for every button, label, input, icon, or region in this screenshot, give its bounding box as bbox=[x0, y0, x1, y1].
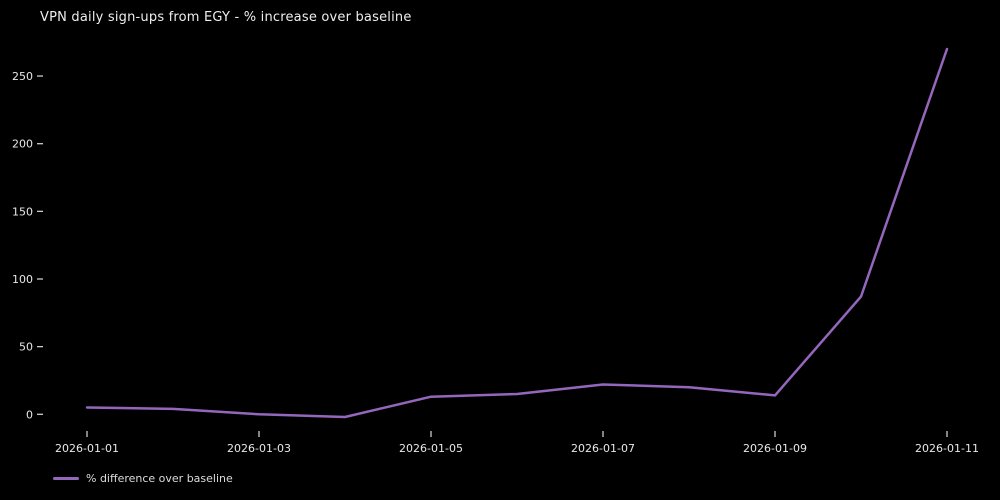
x-tick-label: 2026-01-07 bbox=[571, 442, 635, 455]
x-tick-label: 2026-01-11 bbox=[915, 442, 979, 455]
y-tick-label: 100 bbox=[12, 273, 33, 286]
x-tick-label: 2026-01-01 bbox=[55, 442, 119, 455]
legend: % difference over baseline bbox=[53, 470, 233, 486]
y-tick-label: 150 bbox=[12, 205, 33, 218]
x-tick-label: 2026-01-05 bbox=[399, 442, 463, 455]
y-tick-label: 0 bbox=[26, 408, 33, 421]
y-tick-label: 50 bbox=[19, 341, 33, 354]
y-tick-label: 250 bbox=[12, 70, 33, 83]
chart-title: VPN daily sign-ups from EGY - % increase… bbox=[40, 10, 412, 25]
x-tick-label: 2026-01-09 bbox=[743, 442, 807, 455]
legend-line-swatch bbox=[53, 476, 79, 480]
x-tick-label: 2026-01-03 bbox=[227, 442, 291, 455]
legend-label: % difference over baseline bbox=[86, 471, 233, 485]
y-tick-label: 200 bbox=[12, 138, 33, 151]
series-line bbox=[85, 47, 949, 419]
